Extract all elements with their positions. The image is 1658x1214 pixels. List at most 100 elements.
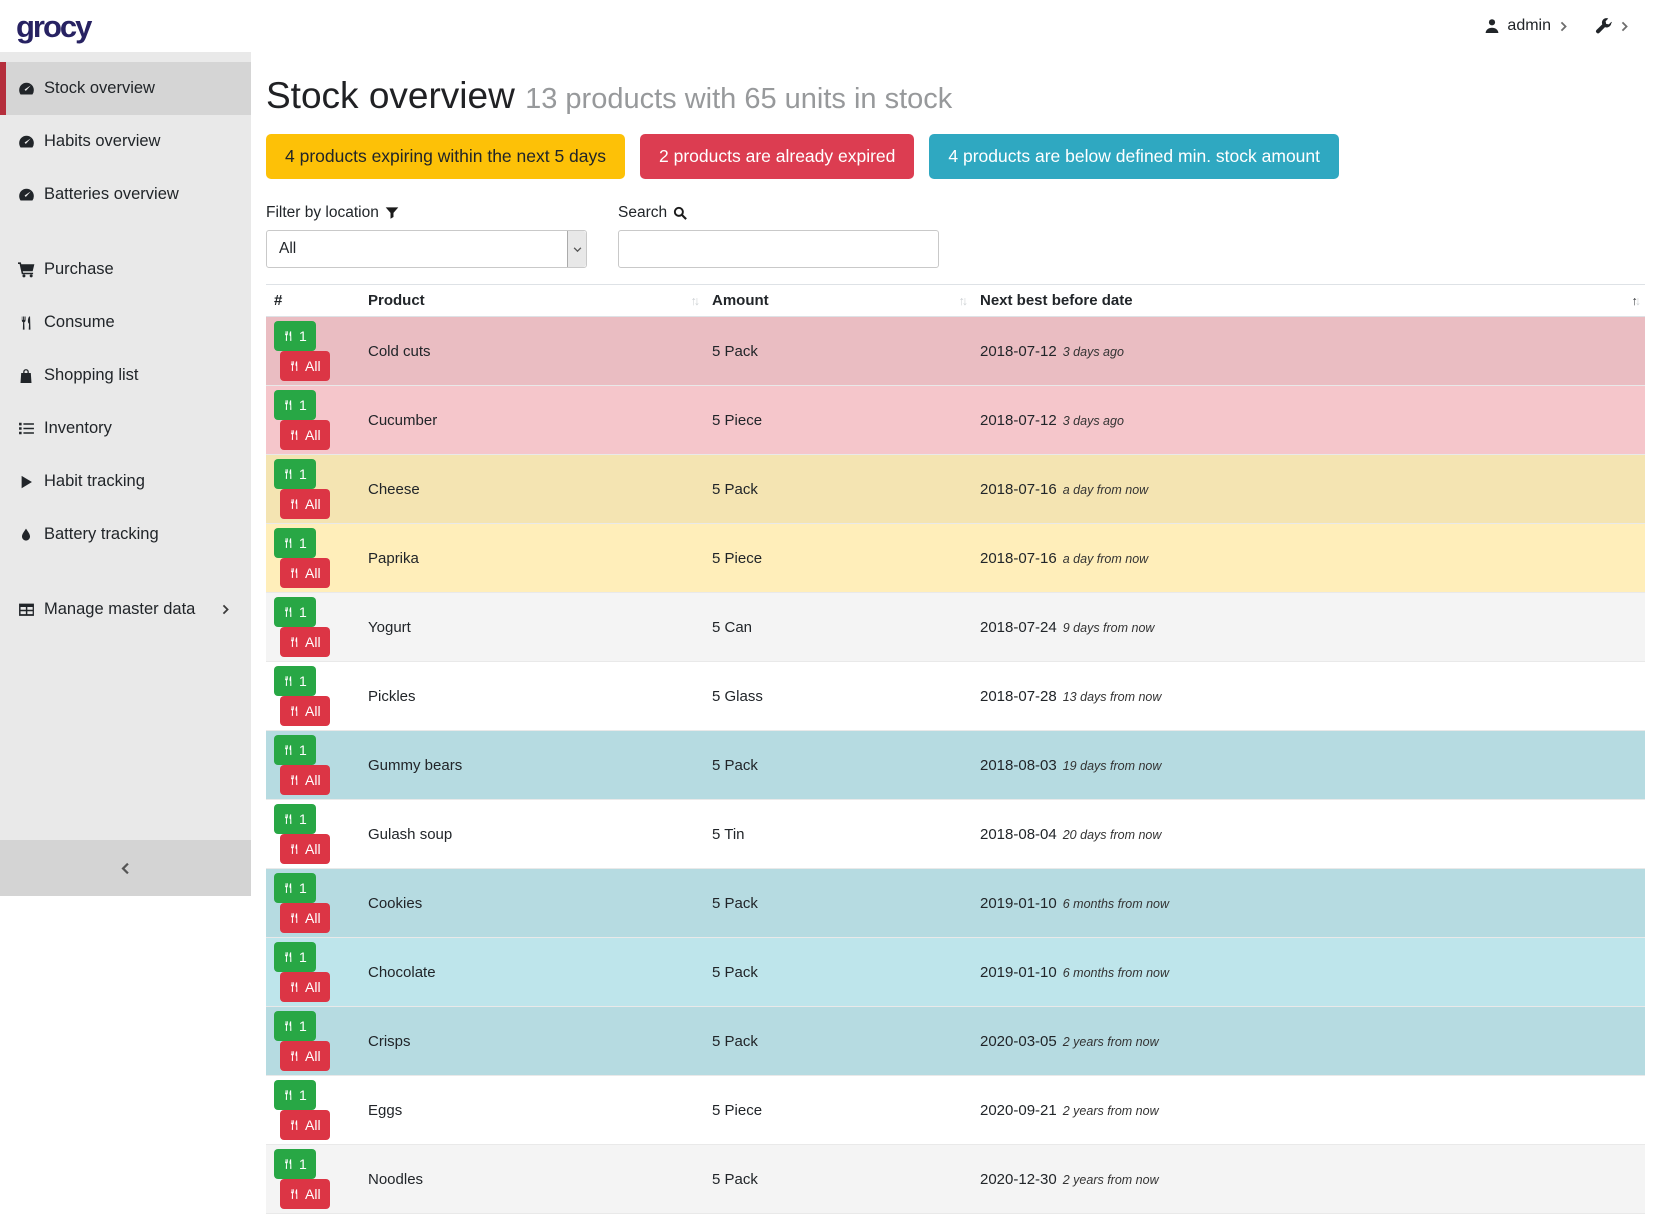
consume-one-button[interactable]: 1: [274, 321, 316, 351]
sidebar-item-label: Stock overview: [44, 79, 155, 98]
timeago: 3 days ago: [1063, 345, 1124, 359]
timeago: 6 months from now: [1063, 966, 1169, 980]
product-name: Yogurt: [360, 593, 704, 662]
amount: 5 Pack: [704, 869, 972, 938]
timeago: 2 years from now: [1063, 1173, 1159, 1187]
tachometer-icon: [17, 186, 35, 203]
row-actions-cell: 1All: [266, 455, 360, 524]
table-row: 1AllPickles5 Glass2018-07-2813 days from…: [266, 662, 1645, 731]
product-name: Chocolate: [360, 938, 704, 1007]
timeago: 3 days ago: [1063, 414, 1124, 428]
best-before-cell: 2018-07-249 days from now: [972, 593, 1645, 662]
sidebar-item-habits-overview[interactable]: Habits overview: [0, 115, 251, 168]
main-content: Stock overview 13 products with 65 units…: [251, 52, 1658, 896]
row-actions-cell: 1All: [266, 869, 360, 938]
consume-one-button[interactable]: 1: [274, 735, 316, 765]
list-icon: [17, 420, 35, 437]
sidebar-item-label: Habits overview: [44, 132, 160, 151]
product-name: Crisps: [360, 1007, 704, 1076]
table-row: 1AllYogurt5 Can2018-07-249 days from now: [266, 593, 1645, 662]
cutlery-icon: [283, 468, 294, 480]
expiring-alert[interactable]: 4 products expiring within the next 5 da…: [266, 134, 625, 179]
chevron-left-icon: [119, 861, 132, 876]
user-menu[interactable]: admin: [1484, 17, 1569, 35]
sidebar-collapse-button[interactable]: [0, 840, 251, 896]
best-before-date: 2018-07-28: [980, 688, 1057, 705]
consume-one-button[interactable]: 1: [274, 528, 316, 558]
consume-all-button[interactable]: All: [280, 1110, 330, 1140]
consume-one-button[interactable]: 1: [274, 459, 316, 489]
sort-icon: ↑↓: [959, 294, 969, 308]
consume-all-button[interactable]: All: [280, 1041, 330, 1071]
consume-all-button[interactable]: All: [280, 420, 330, 450]
consume-one-button[interactable]: 1: [274, 390, 316, 420]
settings-menu[interactable]: [1595, 18, 1630, 35]
column-header-amount[interactable]: Amount↑↓: [704, 285, 972, 317]
table-row: 1AllCrisps5 Pack2020-03-052 years from n…: [266, 1007, 1645, 1076]
cutlery-icon: [289, 498, 300, 510]
sidebar-item-habit-tracking[interactable]: Habit tracking: [0, 455, 251, 508]
below-min-stock-alert[interactable]: 4 products are below defined min. stock …: [929, 134, 1339, 179]
location-select[interactable]: All: [266, 230, 587, 268]
consume-all-button[interactable]: All: [280, 489, 330, 519]
sidebar-item-manage-master-data[interactable]: Manage master data: [0, 583, 251, 636]
cutlery-icon: [289, 636, 300, 648]
row-actions-cell: 1All: [266, 317, 360, 386]
consume-one-button[interactable]: 1: [274, 666, 316, 696]
timeago: a day from now: [1063, 483, 1148, 497]
sidebar-item-inventory[interactable]: Inventory: [0, 402, 251, 455]
column-header-next-best-before-date[interactable]: Next best before date↑↓: [972, 285, 1645, 317]
consume-all-button[interactable]: All: [280, 558, 330, 588]
sidebar-item-batteries-overview[interactable]: Batteries overview: [0, 168, 251, 221]
expired-alert[interactable]: 2 products are already expired: [640, 134, 914, 179]
best-before-cell: 2019-01-106 months from now: [972, 938, 1645, 1007]
sidebar-item-label: Consume: [44, 313, 115, 332]
sidebar-item-shopping-list[interactable]: Shopping list: [0, 349, 251, 402]
cutlery-icon: [283, 882, 294, 894]
best-before-date: 2020-03-05: [980, 1033, 1057, 1050]
amount: 5 Piece: [704, 1076, 972, 1145]
consume-one-button[interactable]: 1: [274, 873, 316, 903]
consume-all-button[interactable]: All: [280, 1179, 330, 1209]
product-name: Gummy bears: [360, 731, 704, 800]
consume-all-button[interactable]: All: [280, 834, 330, 864]
cutlery-icon: [283, 744, 294, 756]
sidebar-item-stock-overview[interactable]: Stock overview: [0, 62, 251, 115]
cutlery-icon: [283, 537, 294, 549]
sidebar-item-battery-tracking[interactable]: Battery tracking: [0, 508, 251, 561]
cutlery-icon: [289, 774, 300, 786]
consume-one-button[interactable]: 1: [274, 1011, 316, 1041]
consume-all-button[interactable]: All: [280, 972, 330, 1002]
best-before-date: 2018-07-16: [980, 550, 1057, 567]
best-before-date: 2018-07-12: [980, 343, 1057, 360]
column-header-product[interactable]: Product↑↓: [360, 285, 704, 317]
product-name: Cookies: [360, 869, 704, 938]
tint-icon: [17, 527, 35, 543]
cutlery-icon: [283, 606, 294, 618]
sidebar-item-purchase[interactable]: Purchase: [0, 243, 251, 296]
consume-all-button[interactable]: All: [280, 903, 330, 933]
consume-one-button[interactable]: 1: [274, 597, 316, 627]
consume-one-button[interactable]: 1: [274, 1080, 316, 1110]
consume-one-button[interactable]: 1: [274, 1149, 316, 1179]
stock-table: #Product↑↓Amount↑↓Next best before date↑…: [266, 284, 1645, 1214]
cutlery-icon: [289, 429, 300, 441]
cutlery-icon: [289, 843, 300, 855]
cutlery-icon: [283, 399, 294, 411]
sidebar-item-label: Manage master data: [44, 600, 195, 619]
best-before-date: 2020-12-30: [980, 1171, 1057, 1188]
row-actions-cell: 1All: [266, 662, 360, 731]
chevron-right-icon: [1558, 20, 1569, 33]
consume-all-button[interactable]: All: [280, 351, 330, 381]
best-before-cell: 2018-07-16a day from now: [972, 455, 1645, 524]
consume-all-button[interactable]: All: [280, 765, 330, 795]
best-before-date: 2018-07-24: [980, 619, 1057, 636]
timeago: 2 years from now: [1063, 1104, 1159, 1118]
consume-one-button[interactable]: 1: [274, 804, 316, 834]
search-input[interactable]: [618, 230, 939, 268]
sidebar-item-consume[interactable]: Consume: [0, 296, 251, 349]
shopping-bag-icon: [17, 368, 35, 384]
consume-all-button[interactable]: All: [280, 627, 330, 657]
consume-one-button[interactable]: 1: [274, 942, 316, 972]
consume-all-button[interactable]: All: [280, 696, 330, 726]
